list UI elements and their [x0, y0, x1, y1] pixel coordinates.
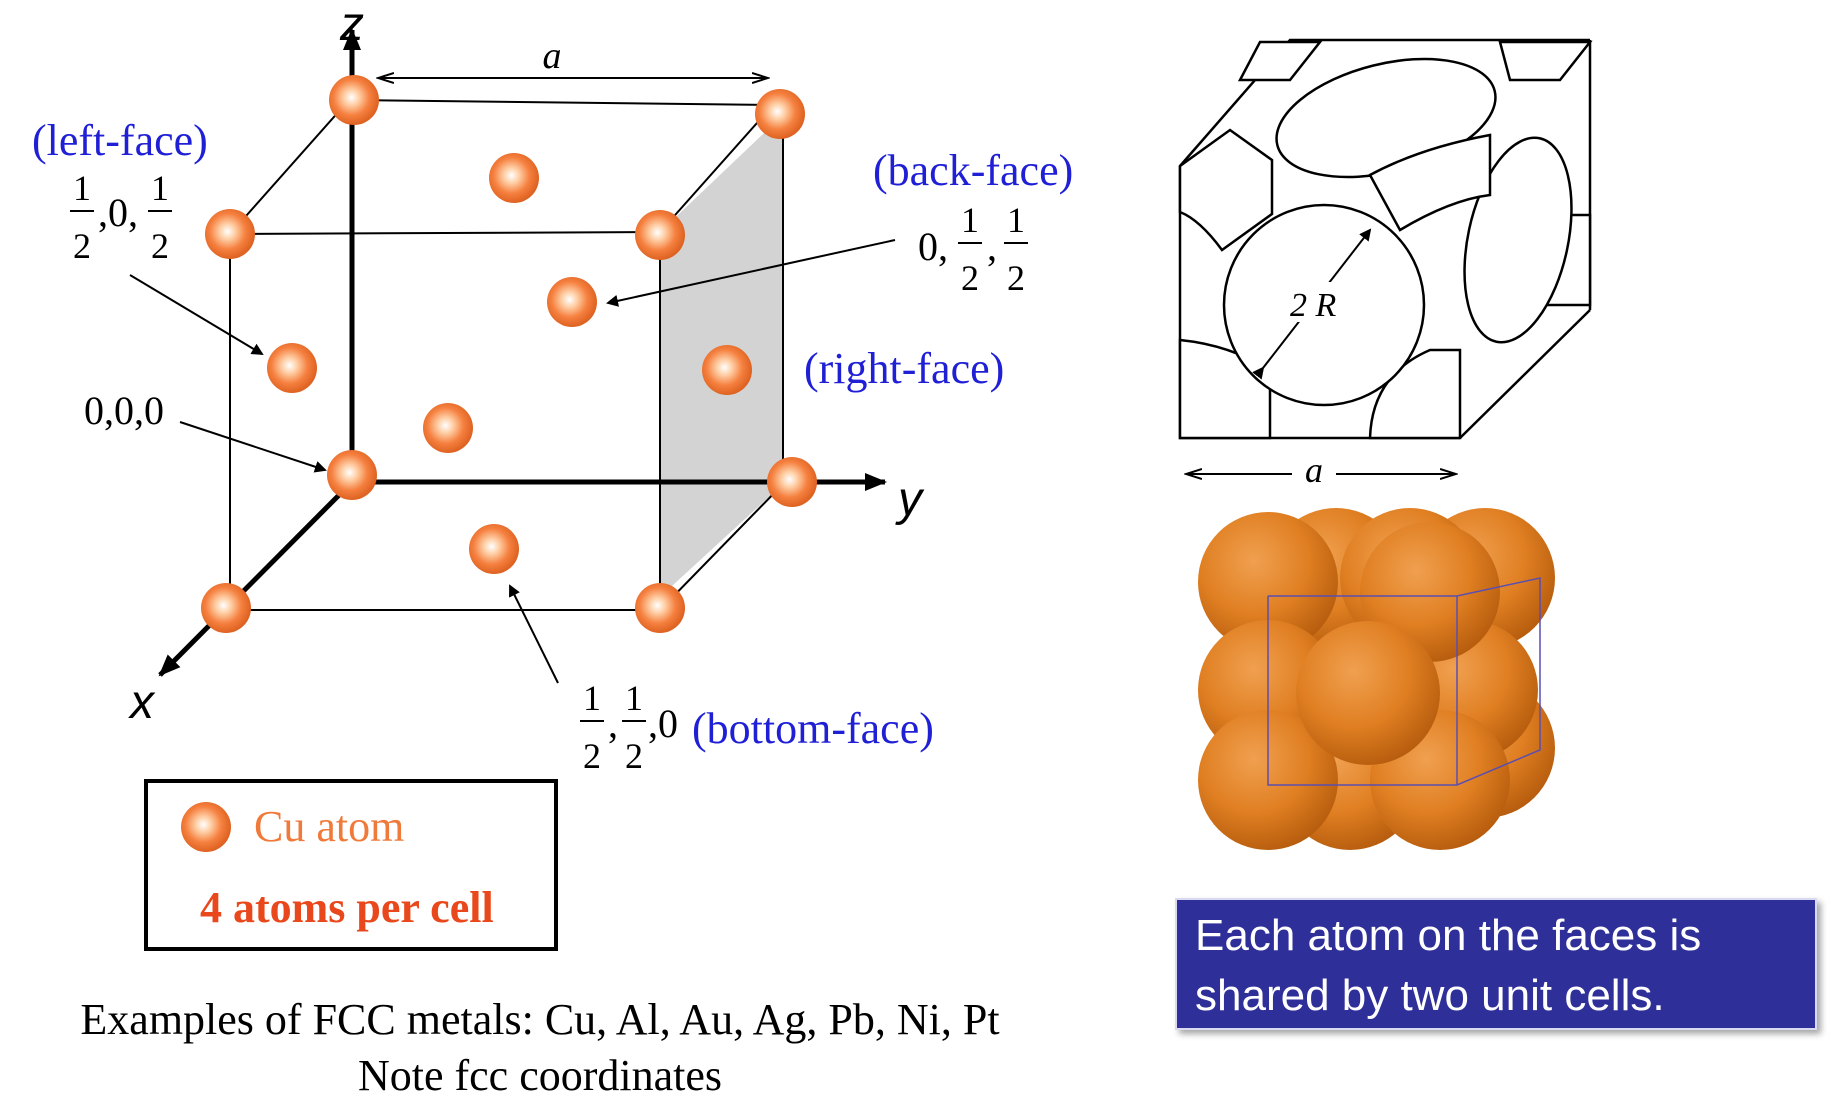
- frac-numerator: 1: [625, 678, 643, 718]
- packed-sphere-model: [1198, 508, 1555, 850]
- hard-sphere-sketch: [1178, 38, 1593, 440]
- atom-face-right: [702, 345, 752, 395]
- dimension-label-a: a: [543, 35, 562, 77]
- atom-corner: [767, 457, 817, 507]
- legend-box: Cu atom 4 atoms per cell: [144, 779, 558, 951]
- atom-face-left: [267, 343, 317, 393]
- width-label: a: [1305, 450, 1323, 490]
- right-face-label: (right-face): [804, 344, 1004, 393]
- x-axis-label: x: [128, 676, 156, 729]
- frac-denominator: 2: [625, 736, 643, 776]
- shared-atoms-note: Each atom on the faces is shared by two …: [1175, 898, 1817, 1030]
- legend-atom-icon: [181, 802, 231, 852]
- atoms: [201, 75, 817, 633]
- frac-denominator: 2: [151, 226, 169, 266]
- fcc-examples: Examples of FCC metals: Cu, Al, Au, Ag, …: [0, 992, 1080, 1104]
- radius-label: 2 R: [1290, 287, 1337, 324]
- atom-corner: [635, 210, 685, 260]
- frac-numerator: 1: [1007, 200, 1025, 240]
- fcc-cube: z y x a (: [32, 0, 1073, 776]
- coord-lead: 0,: [918, 224, 948, 269]
- fcc-examples-line: Examples of FCC metals: Cu, Al, Au, Ag, …: [80, 995, 1000, 1044]
- atom-corner: [329, 75, 379, 125]
- frac-numerator: 1: [583, 678, 601, 718]
- coord-tail: ,0: [648, 701, 678, 746]
- frac-numerator: 1: [961, 200, 979, 240]
- atom-face-back: [547, 277, 597, 327]
- origin-coordinate: 0,0,0: [84, 388, 164, 433]
- atom-face-front: [423, 403, 473, 453]
- bottom-face-label: (bottom-face): [692, 704, 934, 753]
- atom-face-bottom: [469, 524, 519, 574]
- coord-separator: ,: [608, 701, 618, 746]
- pointer-arrows: [129, 239, 896, 684]
- coord-separator: ,0,: [98, 190, 138, 235]
- left-face-label: (left-face): [32, 116, 208, 165]
- right-face-sphere: [1463, 136, 1573, 344]
- atom-face-top: [489, 153, 539, 203]
- y-axis-label: y: [895, 473, 925, 526]
- legend-atom-label: Cu atom: [254, 802, 404, 851]
- bottom-face-coordinate: 1 2 , 1 2 ,0: [580, 678, 678, 776]
- left-face-coordinate: 1 2 ,0, 1 2: [70, 168, 172, 266]
- frac-denominator: 2: [961, 258, 979, 298]
- sphere-center: [1296, 621, 1440, 765]
- x-axis: [158, 480, 354, 677]
- frac-numerator: 1: [151, 168, 169, 208]
- sphere: [1198, 512, 1338, 652]
- back-face-coordinate: 0, 1 2 , 1 2: [918, 200, 1028, 298]
- cube-edges: [229, 99, 784, 611]
- coord-separator: ,: [987, 224, 997, 269]
- frac-denominator: 2: [73, 226, 91, 266]
- atom-corner: [755, 89, 805, 139]
- atom-corner-origin: [327, 450, 377, 500]
- frac-denominator: 2: [583, 736, 601, 776]
- atom-corner: [635, 583, 685, 633]
- legend-count-label: 4 atoms per cell: [200, 883, 494, 932]
- back-face-label: (back-face): [873, 146, 1073, 195]
- atom-corner: [205, 209, 255, 259]
- fcc-coordinates-note: Note fcc coordinates: [357, 1051, 723, 1100]
- frac-denominator: 2: [1007, 258, 1025, 298]
- frac-numerator: 1: [73, 168, 91, 208]
- atom-corner: [201, 583, 251, 633]
- z-axis-label: z: [339, 0, 364, 51]
